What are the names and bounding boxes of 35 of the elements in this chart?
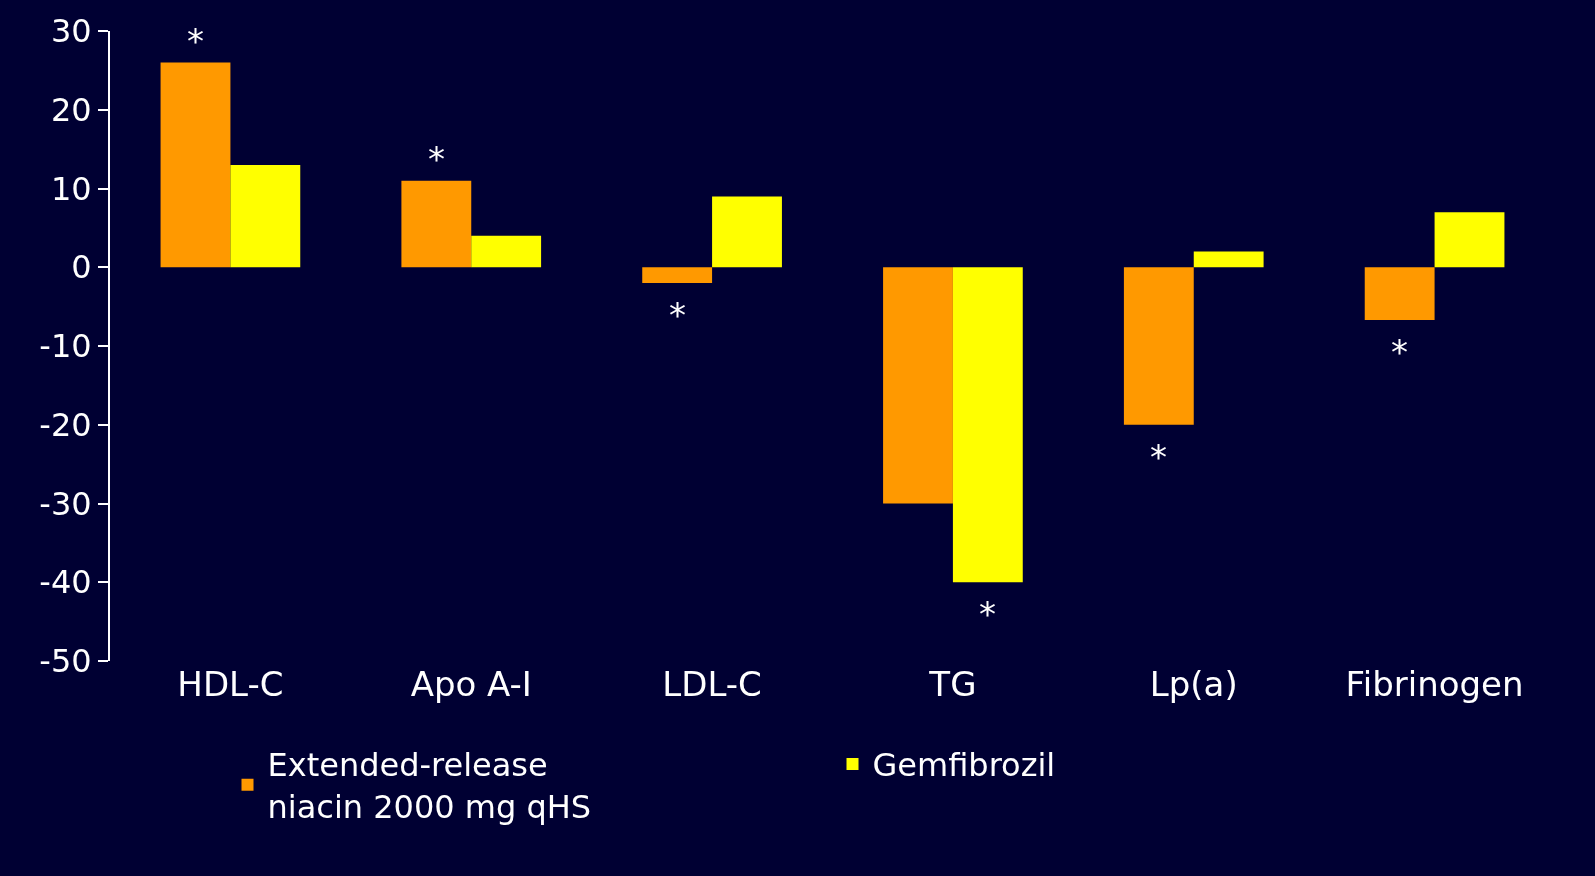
bar — [1364, 267, 1435, 321]
legend-label: Gemfibrozil — [872, 746, 1056, 785]
bar — [952, 267, 1023, 583]
y-tick-label: 20 — [50, 90, 92, 129]
y-tick-label: -20 — [39, 405, 92, 444]
bar — [712, 196, 782, 268]
y-tick-label: -10 — [39, 327, 92, 366]
bar — [1123, 267, 1194, 425]
x-tick-label: Apo A-I — [410, 664, 532, 704]
bar — [642, 267, 713, 283]
x-tick-label: LDL-C — [662, 664, 762, 704]
x-tick-label: TG — [928, 664, 977, 704]
legend-label: Extended-release niacin 2000 mg qHS — [267, 746, 592, 826]
y-tick-label: 30 — [50, 12, 92, 51]
annotation: * — [187, 21, 204, 61]
bar — [160, 62, 231, 268]
bar — [883, 267, 953, 504]
x-tick-label: Lp(a) — [1149, 664, 1238, 704]
bar — [230, 164, 301, 268]
y-tick-label: 10 — [50, 169, 92, 208]
x-tick-label: Fibrinogen — [1345, 664, 1524, 704]
y-tick-label: -50 — [39, 642, 92, 681]
bar — [1434, 212, 1505, 268]
bar — [471, 235, 542, 268]
annotation: * — [428, 139, 445, 179]
y-tick-label: 0 — [71, 248, 92, 287]
bar — [1193, 251, 1264, 268]
bar — [401, 180, 472, 268]
y-tick-label: -30 — [39, 484, 92, 523]
y-tick-label: -40 — [39, 563, 92, 602]
annotation: * — [669, 295, 686, 335]
x-tick-label: HDL-C — [177, 664, 284, 704]
annotation: * — [979, 594, 996, 634]
annotation: * — [1150, 437, 1167, 477]
annotation: * — [1391, 332, 1408, 372]
